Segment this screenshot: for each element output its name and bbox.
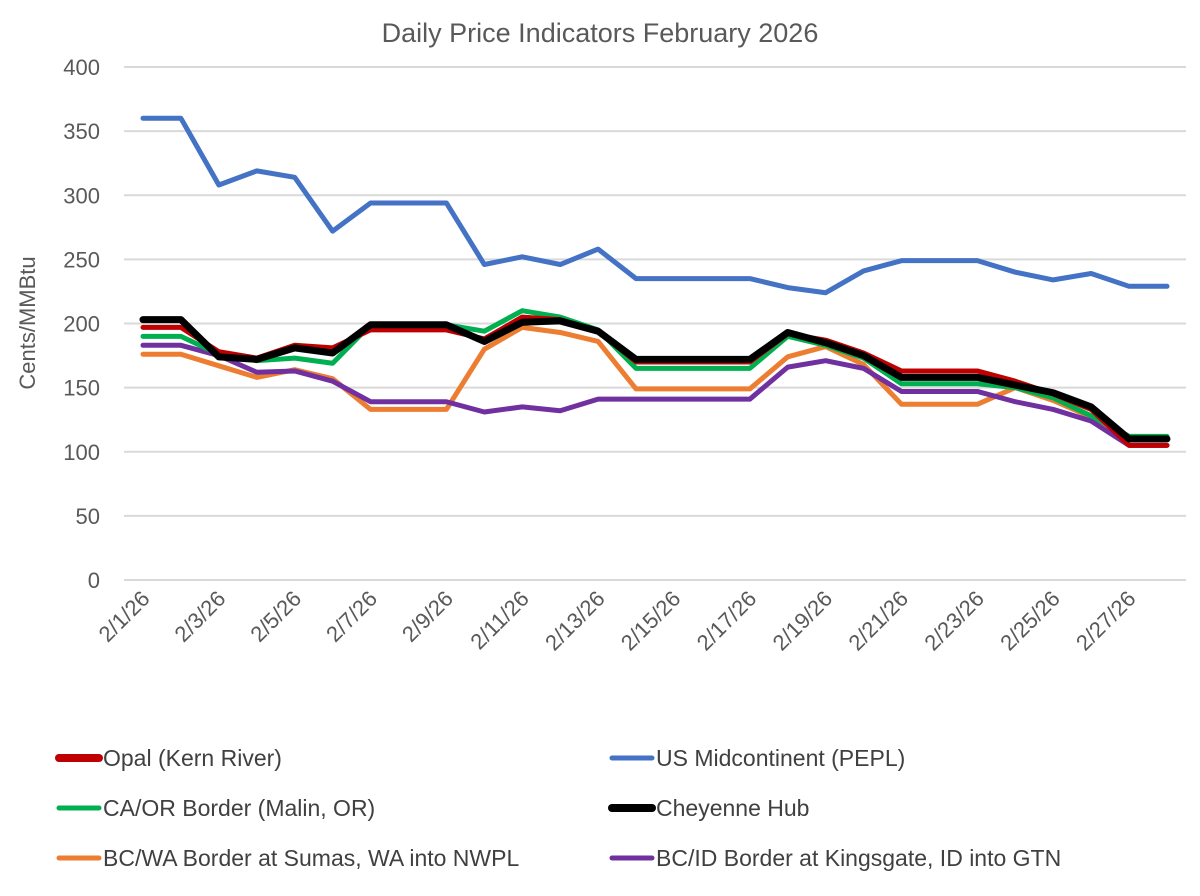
y-axis-label: Cents/MMBtu xyxy=(15,256,40,389)
series-line-2 xyxy=(140,308,1170,439)
x-tick-label: 2/15/26 xyxy=(616,586,686,656)
y-tick-label: 300 xyxy=(63,183,100,208)
y-tick-label: 350 xyxy=(63,119,100,144)
legend-item: Cheyenne Hub xyxy=(608,795,809,821)
x-tick-label: 2/11/26 xyxy=(465,586,533,654)
y-tick-label: 250 xyxy=(63,247,100,272)
y-tick-label: 400 xyxy=(63,55,100,80)
x-tick-label: 2/5/26 xyxy=(245,586,306,647)
y-tick-label: 150 xyxy=(63,376,100,401)
series-line-3 xyxy=(139,316,1171,443)
legend: Opal (Kern River) US Midcontinent (PEPL) C… xyxy=(55,745,1061,871)
legend-label: BC/ID Border at Kingsgate, ID into GTN xyxy=(656,845,1061,871)
x-tick-label: 2/1/26 xyxy=(94,586,155,647)
x-tick-label: 2/19/26 xyxy=(768,586,838,656)
x-tick-label: 2/21/26 xyxy=(843,586,913,656)
x-tick-label: 2/27/26 xyxy=(1071,586,1141,656)
x-tick-label: 2/3/26 xyxy=(169,586,230,647)
legend-item: US Midcontinent (PEPL) xyxy=(609,745,905,771)
x-tick-label: 2/7/26 xyxy=(321,586,382,647)
y-tick-label: 0 xyxy=(88,568,100,593)
x-tick-label: 2/9/26 xyxy=(397,586,458,647)
legend-label: US Midcontinent (PEPL) xyxy=(656,745,905,771)
series-line-5 xyxy=(140,342,1170,448)
legend-label: BC/WA Border at Sumas, WA into NWPL xyxy=(103,845,519,871)
chart-title: Daily Price Indicators February 2026 xyxy=(382,18,819,48)
x-tick-label: 2/13/26 xyxy=(540,586,610,656)
legend-label: Cheyenne Hub xyxy=(656,795,809,821)
x-tick-label: 2/17/26 xyxy=(692,586,762,656)
x-tick-labels: 2/1/26 2/3/26 2/5/26 2/7/26 2/9/26 2/11/26 2/1… xyxy=(94,586,1141,656)
legend-item: BC/WA Border at Sumas, WA into NWPL xyxy=(56,845,519,871)
legend-item: Opal (Kern River) xyxy=(55,745,282,771)
legend-label: Opal (Kern River) xyxy=(103,745,282,771)
x-tick-label: 2/25/26 xyxy=(995,586,1065,656)
series-line-1 xyxy=(140,115,1170,296)
legend-label: CA/OR Border (Malin, OR) xyxy=(103,795,375,821)
gridlines xyxy=(124,66,1186,517)
legend-item: CA/OR Border (Malin, OR) xyxy=(56,795,375,821)
x-tick-label: 2/23/26 xyxy=(919,586,989,656)
y-tick-label: 200 xyxy=(63,312,100,337)
y-tick-labels: 0 50 100 150 200 250 300 350 400 xyxy=(63,55,100,593)
legend-item: BC/ID Border at Kingsgate, ID into GTN xyxy=(609,845,1061,871)
y-tick-label: 100 xyxy=(63,440,100,465)
series-lines xyxy=(139,115,1171,448)
y-tick-label: 50 xyxy=(76,504,100,529)
